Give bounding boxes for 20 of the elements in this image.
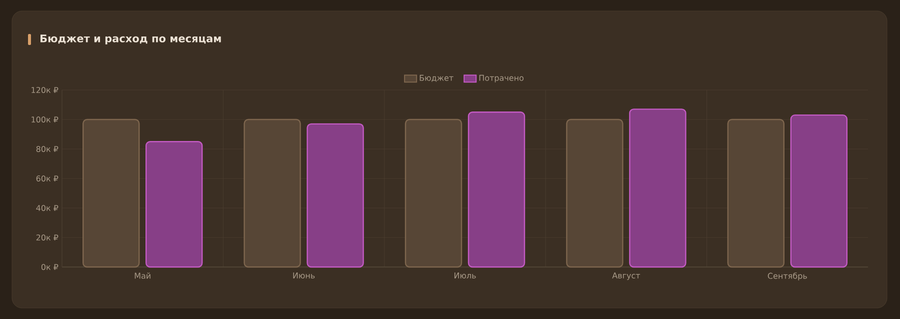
y-tick-label: 120к ₽ (32, 86, 58, 94)
bar (146, 141, 203, 268)
y-tick-label: 40к ₽ (36, 204, 58, 212)
bar (790, 114, 848, 268)
x-tick-label: Август (612, 272, 640, 280)
y-tick-label: 20к ₽ (36, 234, 58, 241)
y-tick-label: 80к ₽ (36, 146, 58, 152)
y-tick-label: 0к ₽ (41, 264, 58, 270)
bar (306, 123, 364, 268)
legend-label: Бюджет (420, 74, 454, 82)
legend-label: Потрачено (479, 74, 524, 82)
bar (468, 112, 526, 268)
x-tick-label: Сентябрь (768, 272, 807, 280)
x-tick-label: Июль (454, 272, 476, 278)
x-tick-label: Июнь (293, 272, 315, 278)
chart-title: Бюджет и расход по месяцам (40, 34, 221, 44)
bar (629, 108, 686, 268)
y-tick-label: 60к ₽ (36, 175, 58, 182)
x-tick-label: Май (134, 272, 150, 279)
y-tick-label: 100к ₽ (32, 116, 58, 123)
